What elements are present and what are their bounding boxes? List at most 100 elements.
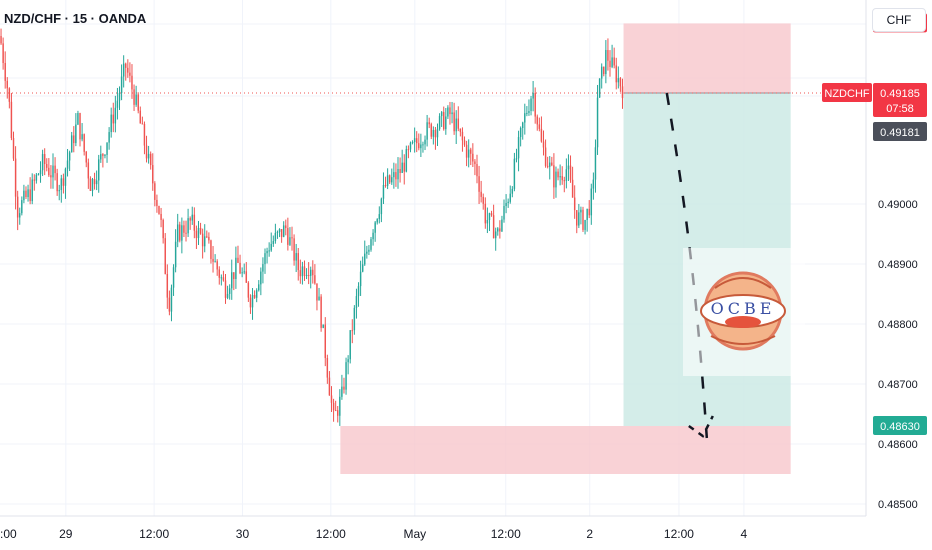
candle-body xyxy=(457,118,460,129)
candle-body xyxy=(494,231,497,239)
candle-body xyxy=(474,161,476,165)
price-tick-label: 0.49000 xyxy=(878,199,918,211)
candle-body xyxy=(517,137,520,159)
candle-body xyxy=(374,222,376,233)
candle-body xyxy=(31,179,33,202)
candle-body xyxy=(0,36,2,44)
candle-body xyxy=(152,165,154,184)
candle-body xyxy=(143,123,146,146)
candle-body xyxy=(231,272,233,289)
candle-body xyxy=(505,203,507,206)
candle-body xyxy=(50,175,52,178)
candle-body xyxy=(68,152,71,161)
candle-body xyxy=(114,107,117,124)
candle-body xyxy=(183,225,185,233)
stop-loss-zone xyxy=(623,23,791,93)
candle-body xyxy=(513,158,516,189)
candle-body xyxy=(576,210,578,226)
candle-body xyxy=(278,229,281,232)
candle-body xyxy=(301,266,304,277)
candle-body xyxy=(85,151,87,163)
candle-body xyxy=(492,215,495,239)
candle-body xyxy=(62,178,65,186)
candle-body xyxy=(37,174,40,176)
candle-body xyxy=(497,228,499,232)
current-price-text: 0.49185 xyxy=(880,88,920,100)
candle-body xyxy=(320,296,322,328)
candle-body xyxy=(305,275,308,277)
bid-price-badge: 0.49181 xyxy=(873,122,927,141)
candle-body xyxy=(588,208,590,216)
candle-body xyxy=(401,162,403,173)
candle-body xyxy=(79,113,81,140)
candle-body xyxy=(519,127,522,138)
currency-button[interactable]: CHF xyxy=(872,8,926,32)
time-tick-label: 12:00 xyxy=(491,527,521,541)
current-price-bg xyxy=(873,83,927,117)
candle-body xyxy=(546,165,549,167)
candle-body xyxy=(158,206,160,214)
candle-body xyxy=(52,165,54,178)
price-tick-label: 0.48700 xyxy=(878,379,918,391)
candle-body xyxy=(538,124,541,129)
candle-body xyxy=(532,92,534,99)
price-tick-label: 0.48900 xyxy=(878,259,918,271)
candle-body xyxy=(95,180,98,185)
candle-body xyxy=(339,396,341,416)
time-tick-label: 2 xyxy=(586,527,593,541)
target-price-badge-text: 0.48630 xyxy=(880,421,920,433)
candle-body xyxy=(253,294,256,298)
candle-body xyxy=(75,124,77,144)
candle-body xyxy=(16,196,19,218)
candle-body xyxy=(166,274,169,298)
candle-body xyxy=(187,218,189,234)
candle-body xyxy=(609,60,611,67)
candle-body xyxy=(555,171,557,188)
candle-body xyxy=(409,142,412,150)
candle-body xyxy=(100,154,102,160)
candle-body xyxy=(422,144,424,146)
candle-body xyxy=(415,138,418,144)
candle-body xyxy=(73,135,75,144)
symbol-title[interactable]: NZD/CHF · 15 · OANDA xyxy=(4,11,147,26)
candle-body xyxy=(224,280,227,298)
candle-body xyxy=(399,169,401,173)
candle-body xyxy=(222,277,225,281)
candle-body xyxy=(258,284,260,291)
candle-body xyxy=(619,78,622,87)
candle-body xyxy=(260,271,262,285)
candle-body xyxy=(617,78,620,83)
candle-body xyxy=(193,214,196,231)
candle-body xyxy=(596,97,599,148)
symbol-price-label-text: NZDCHF xyxy=(824,88,869,100)
candle-body xyxy=(557,171,559,178)
candle-body xyxy=(274,232,277,242)
candle-body xyxy=(424,139,426,145)
candle-body xyxy=(534,92,536,117)
candle-body xyxy=(380,198,383,215)
candle-body xyxy=(218,269,220,278)
candle-body xyxy=(565,169,568,181)
candle-body xyxy=(235,257,237,279)
candle-body xyxy=(122,63,125,77)
candle-body xyxy=(129,72,131,76)
candle-body xyxy=(536,116,538,125)
candle-body xyxy=(210,240,212,259)
candle-body xyxy=(199,227,202,234)
candle-body xyxy=(176,224,179,242)
candle-body xyxy=(507,201,509,204)
candle-body xyxy=(334,410,337,412)
candle-body xyxy=(243,271,245,273)
candle-body xyxy=(2,43,4,63)
candle-body xyxy=(605,50,607,75)
candle-body xyxy=(349,330,351,360)
candle-body xyxy=(58,190,60,192)
price-axis: 0.48500 0.48600 0.48700 0.48800 0.48900 0.490… xyxy=(822,0,927,516)
time-tick-label: 12:00 xyxy=(316,527,346,541)
candle-body xyxy=(12,138,15,159)
candle-body xyxy=(341,386,343,397)
candle-body xyxy=(488,213,491,220)
candle-body xyxy=(345,362,347,390)
candle-body xyxy=(478,176,480,192)
candle-body xyxy=(586,208,588,220)
